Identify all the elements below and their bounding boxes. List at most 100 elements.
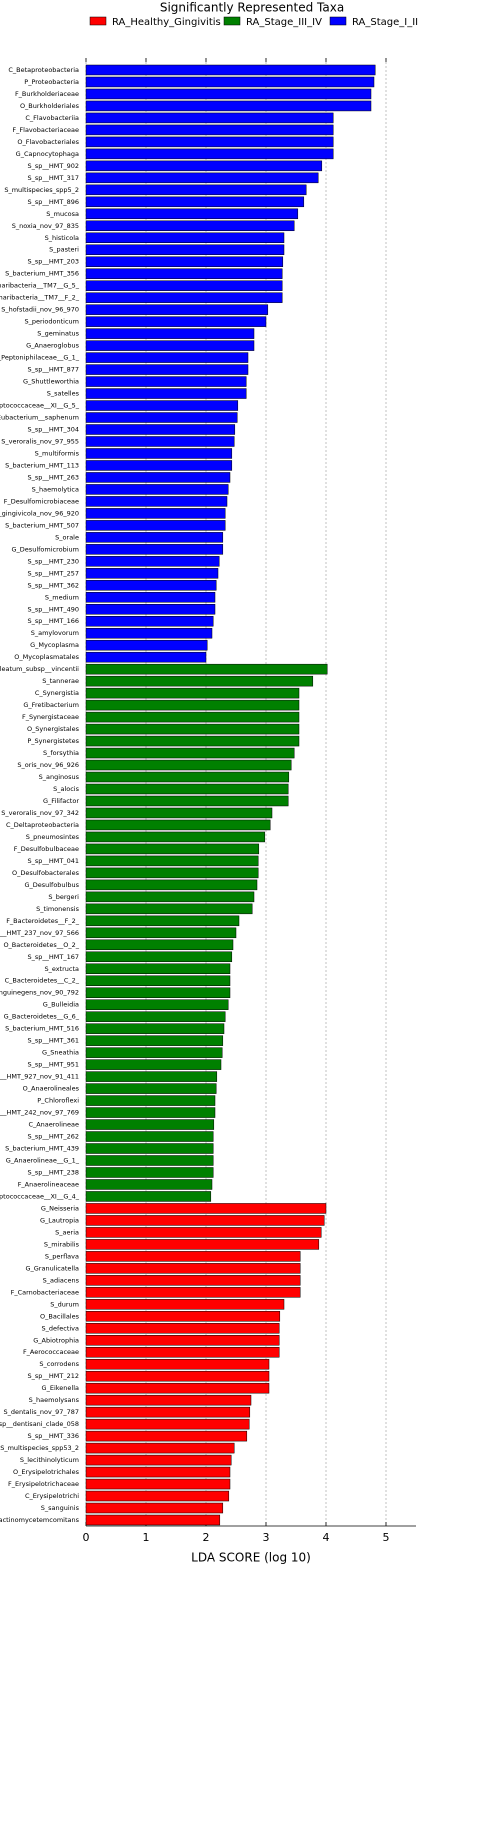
bar (85, 436, 235, 447)
bar (85, 208, 299, 220)
bar (85, 663, 328, 675)
x-tick-label: 0 (83, 1531, 90, 1544)
y-tick-label: S_sp__HMT_951 (27, 1061, 79, 1069)
legend-label: RA_Stage_III_IV (246, 17, 322, 28)
y-tick-label: G_Capnocytophaga (16, 150, 79, 158)
bar (85, 1011, 226, 1022)
bar (85, 903, 253, 915)
bar (85, 1323, 280, 1334)
bar (85, 484, 229, 495)
y-tick-label: O_Mycoplasmatales (14, 653, 79, 661)
y-tick-label: S_bacterium_HMT_356 (5, 270, 79, 278)
bar (85, 568, 219, 579)
y-tick-label: O_Erysipelotrichales (13, 1468, 80, 1476)
bar (85, 1191, 212, 1202)
y-tick-label: S_sp__HMT_362 (27, 581, 79, 589)
y-tick-label: C_Erysipelotrichi (25, 1492, 79, 1500)
x-tick-label: 1 (143, 1531, 150, 1544)
y-tick-label: S_sp__HMT_263 (27, 473, 79, 481)
bar (85, 1251, 301, 1262)
bar (85, 160, 323, 172)
y-tick-label: S_medium (45, 593, 79, 601)
y-tick-label: S_sp__HMT_877 (27, 366, 79, 374)
y-tick-label: S_sp__HMT_490 (27, 605, 79, 613)
bar (85, 651, 207, 663)
bar (85, 352, 249, 363)
bar (85, 1047, 223, 1058)
bar (85, 1083, 217, 1094)
y-tick-label: O_Burkholderiales (20, 102, 80, 110)
bar (85, 76, 375, 88)
bar (85, 1394, 252, 1406)
bar (85, 1059, 222, 1070)
y-tick-label: F_Synergistaceae (22, 713, 79, 721)
y-tick-label: S_sp__HMT_902 (27, 162, 79, 170)
y-tick-label: S_sp__HMT_896 (27, 198, 79, 206)
bar (85, 112, 334, 124)
y-tick-label: S_multiformis (35, 449, 80, 457)
bar (85, 1370, 270, 1382)
bar (85, 687, 300, 699)
bar (85, 999, 229, 1010)
y-tick-label: C_Synergistia (35, 689, 79, 697)
bar (85, 747, 295, 759)
bar (85, 759, 292, 771)
bar (85, 88, 372, 100)
y-tick-label: G_Sneathia (42, 1049, 79, 1057)
bar (85, 604, 216, 615)
bar (85, 975, 231, 986)
y-tick-label: S_sp__HMT_230 (27, 557, 79, 565)
y-tick-label: S_sp__HMT_361 (27, 1037, 79, 1045)
bar (85, 1227, 322, 1238)
y-tick-label: reptococcaceae__XI__G_5_ (0, 402, 80, 410)
y-tick-label: S_durum (50, 1300, 79, 1308)
y-tick-label: S_dentalis_nov_97_787 (3, 1408, 79, 1416)
bar (85, 1071, 218, 1082)
bar (85, 1514, 221, 1526)
y-tick-label: S_amylovorum (31, 629, 79, 637)
y-tick-label: G_Mycoplasma (30, 641, 79, 649)
bar (85, 1299, 285, 1310)
y-tick-label: S_adiacens (43, 1276, 80, 1284)
bar (85, 1215, 325, 1226)
bar (85, 1179, 213, 1190)
y-tick-label: S_corrodens (39, 1360, 79, 1368)
bar (85, 280, 283, 291)
bar (85, 220, 295, 232)
y-tick-label: S_oris_nov_96_926 (17, 761, 79, 769)
y-tick-label: G_Desulfobulbus (24, 881, 79, 889)
bar (85, 1095, 216, 1106)
y-tick-label: G_Filifactor (43, 797, 79, 805)
y-tick-label: S_multispecies_spp5_2 (4, 186, 79, 194)
y-tick-label: C_Betaproteobacteria (8, 66, 79, 74)
y-tick-label: S_noxia_nov_97_835 (12, 222, 79, 230)
y-tick-label: O_Desulfobacterales (12, 869, 80, 877)
y-tick-label: S_mucosa (46, 210, 79, 218)
y-tick-label: S_sp__HMT_212 (27, 1372, 79, 1380)
bar (85, 879, 258, 891)
bar (85, 304, 269, 315)
bar (85, 580, 217, 591)
bar (85, 1418, 250, 1430)
y-tick-label: S_haemolysans (29, 1396, 80, 1404)
y-tick-label: S_mirabilis (44, 1240, 80, 1248)
y-tick-label: S_bacterium_HMT_439 (5, 1145, 79, 1153)
x-tick-label: 5 (383, 1531, 390, 1544)
y-tick-label: S_extructa (44, 965, 79, 973)
chart-title: Significantly Represented Taxa (160, 1, 344, 15)
bar (85, 1466, 231, 1478)
legend-label: RA_Healthy_Gingivitis (112, 17, 221, 28)
bar (85, 1119, 215, 1130)
y-tick-label: S_anginosus (39, 773, 80, 781)
bar (85, 1502, 224, 1514)
y-tick-label: S_geminatus (37, 330, 79, 338)
bar (85, 699, 300, 711)
bar (85, 184, 307, 196)
y-tick-label: S_timonensis (36, 905, 79, 913)
y-tick-label: S_multispecies_spp53_2 (0, 1444, 79, 1452)
y-tick-label: S_gingivicola_nov_96_920 (0, 509, 79, 517)
bar (85, 232, 285, 244)
y-tick-label: sp__HMT_927_nov_91_411 (0, 1073, 79, 1081)
bar (85, 544, 224, 555)
y-tick-label: S_sp__HMT_041 (27, 857, 79, 865)
